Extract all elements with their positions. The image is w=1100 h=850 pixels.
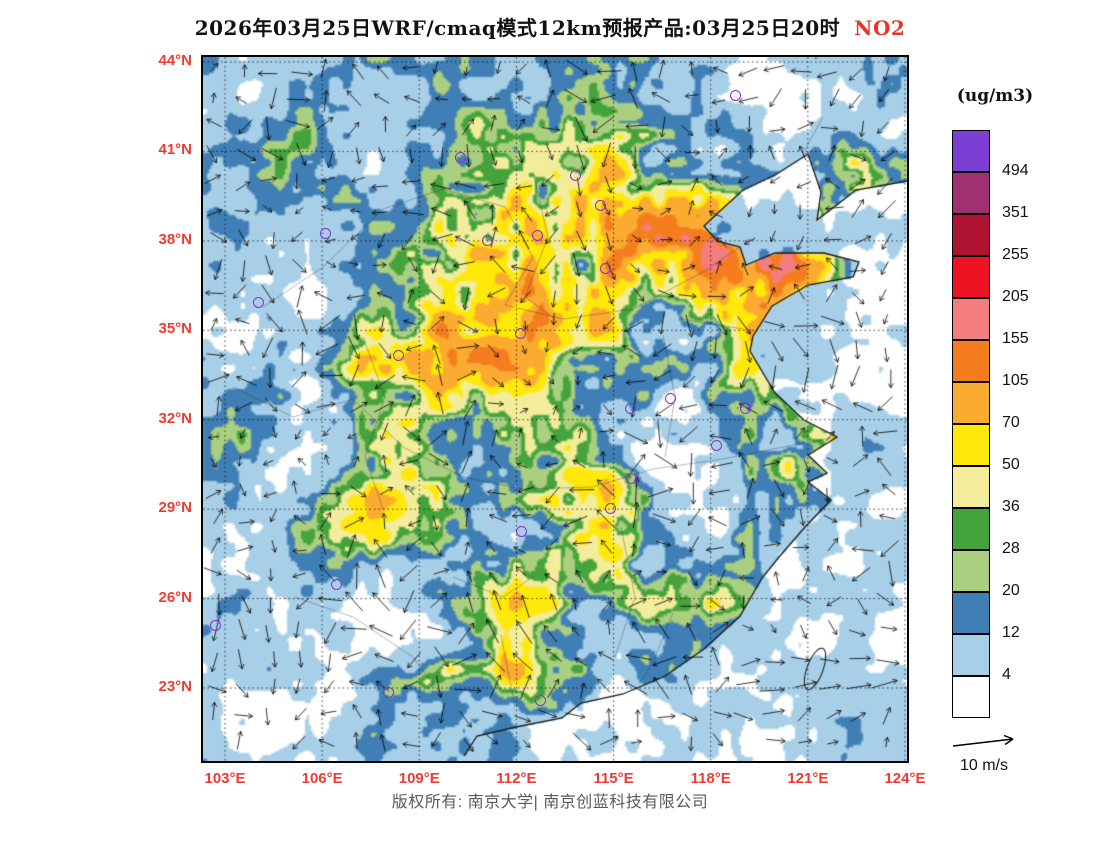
legend-level-label: 28 — [1002, 540, 1020, 557]
legend-color-box — [952, 592, 990, 634]
lon-tick-label: 118°E — [690, 770, 731, 787]
legend-level-label: 155 — [1002, 330, 1029, 347]
legend-level-label: 50 — [1002, 456, 1020, 473]
lat-tick-label: 35°N — [158, 320, 192, 338]
station-marker — [516, 526, 527, 537]
legend-color-box — [952, 634, 990, 676]
legend-color-box — [952, 508, 990, 550]
lat-tick-label: 29°N — [158, 499, 192, 517]
station-marker — [711, 440, 722, 451]
station-marker — [532, 230, 543, 241]
station-marker — [331, 579, 342, 590]
legend-color-box — [952, 382, 990, 424]
lat-tick-label: 41°N — [158, 141, 192, 159]
lat-tick-label: 38°N — [158, 230, 192, 248]
legend-level-label: 205 — [1002, 288, 1029, 305]
station-marker — [740, 403, 751, 414]
lon-tick-label: 112°E — [496, 770, 537, 787]
legend-color-box — [952, 340, 990, 382]
legend-color-box — [952, 466, 990, 508]
legend-level-label: 12 — [1002, 624, 1020, 641]
legend-color-box — [952, 676, 990, 718]
legend-level-label: 494 — [1002, 162, 1029, 179]
legend-level-label: 4 — [1002, 666, 1011, 683]
legend-level-label: 20 — [1002, 582, 1020, 599]
lat-tick-label: 26°N — [158, 588, 192, 606]
lon-tick-label: 103°E — [204, 770, 246, 787]
title-main: 2026年03月25日WRF/cmaq模式12km预报产品:03月25日20时 — [194, 16, 841, 40]
legend-level-label: 255 — [1002, 246, 1029, 263]
title-species: NO2 — [854, 16, 906, 40]
wind-reference-arrow-icon — [952, 734, 1014, 747]
station-marker — [730, 90, 741, 101]
station-marker — [253, 297, 264, 308]
station-marker — [393, 350, 404, 361]
lon-tick-label: 121°E — [787, 770, 829, 787]
map-plot — [201, 55, 909, 763]
station-marker — [535, 695, 546, 706]
legend-color-box — [952, 550, 990, 592]
station-marker — [210, 620, 221, 631]
wind-reference: 10 m/s — [942, 732, 1026, 775]
lon-tick-label: 106°E — [301, 770, 343, 787]
station-marker — [570, 170, 581, 181]
station-marker — [320, 228, 331, 239]
legend-color-box — [952, 130, 990, 172]
legend-level-label: 70 — [1002, 414, 1020, 431]
lat-tick-label: 32°N — [158, 409, 192, 427]
legend-level-label: 351 — [1002, 204, 1029, 221]
legend-color-box — [952, 424, 990, 466]
footer-copyright: 版权所有: 南京大学| 南京创蓝科技有限公司 — [391, 794, 709, 811]
station-marker — [626, 473, 637, 484]
wind-reference-label: 10 m/s — [959, 757, 1008, 774]
station-marker — [482, 235, 493, 246]
lat-tick-label: 44°N — [158, 52, 192, 69]
legend-level-label: 105 — [1002, 372, 1029, 389]
station-marker — [600, 263, 611, 274]
station-marker — [625, 403, 636, 414]
page-title: 2026年03月25日WRF/cmaq模式12km预报产品:03月25日20时 N… — [0, 12, 1100, 41]
lon-tick-label: 109°E — [398, 770, 440, 787]
station-marker — [605, 503, 616, 514]
legend-color-box — [952, 172, 990, 214]
lon-tick-label: 124°E — [884, 770, 926, 787]
station-marker — [455, 152, 466, 163]
station-marker — [515, 328, 526, 339]
legend-color-box — [952, 214, 990, 256]
station-marker — [383, 687, 394, 698]
legend-color-box — [952, 256, 990, 298]
lon-tick-label: 115°E — [593, 770, 634, 787]
map-canvas — [203, 57, 907, 761]
legend-title: (ug/m3) — [956, 86, 1034, 106]
lat-tick-label: 23°N — [158, 678, 192, 695]
station-marker — [595, 200, 606, 211]
station-marker — [665, 393, 676, 404]
legend-color-box — [952, 298, 990, 340]
legend-level-label: 36 — [1002, 498, 1020, 515]
